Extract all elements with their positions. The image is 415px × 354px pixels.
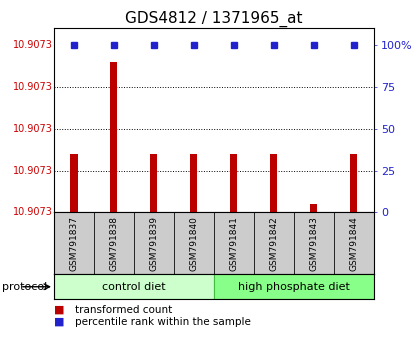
FancyBboxPatch shape	[134, 212, 174, 274]
Text: 10.9073: 10.9073	[13, 82, 53, 92]
Title: GDS4812 / 1371965_at: GDS4812 / 1371965_at	[125, 11, 303, 27]
FancyBboxPatch shape	[334, 212, 374, 274]
FancyBboxPatch shape	[294, 212, 334, 274]
Bar	[190, 154, 198, 212]
Text: GSM791843: GSM791843	[309, 216, 318, 271]
Text: ■: ■	[54, 305, 64, 315]
FancyBboxPatch shape	[174, 212, 214, 274]
Text: GSM791844: GSM791844	[349, 216, 358, 271]
Bar	[270, 154, 277, 212]
Text: percentile rank within the sample: percentile rank within the sample	[75, 317, 251, 327]
FancyBboxPatch shape	[94, 212, 134, 274]
Text: control diet: control diet	[102, 282, 166, 292]
Text: GSM791838: GSM791838	[110, 216, 118, 271]
Text: transformed count: transformed count	[75, 305, 172, 315]
FancyBboxPatch shape	[54, 212, 94, 274]
Bar	[350, 154, 357, 212]
Text: GSM791839: GSM791839	[149, 216, 158, 271]
FancyBboxPatch shape	[214, 212, 254, 274]
Text: high phosphate diet: high phosphate diet	[238, 282, 349, 292]
Text: GSM791841: GSM791841	[229, 216, 238, 271]
FancyBboxPatch shape	[254, 212, 294, 274]
Bar	[110, 62, 117, 212]
Text: protocol: protocol	[2, 282, 47, 292]
Text: GSM791840: GSM791840	[189, 216, 198, 271]
Bar	[230, 154, 237, 212]
FancyBboxPatch shape	[214, 274, 374, 299]
Text: GSM791842: GSM791842	[269, 216, 278, 271]
Bar	[150, 154, 157, 212]
Text: GSM791837: GSM791837	[69, 216, 78, 271]
Text: 10.9073: 10.9073	[13, 166, 53, 176]
Bar	[70, 154, 78, 212]
Text: 10.9073: 10.9073	[13, 40, 53, 50]
Text: 10.9073: 10.9073	[13, 124, 53, 134]
Text: ■: ■	[54, 317, 64, 327]
Text: 10.9073: 10.9073	[13, 207, 53, 217]
FancyBboxPatch shape	[54, 274, 214, 299]
Bar	[310, 204, 317, 212]
